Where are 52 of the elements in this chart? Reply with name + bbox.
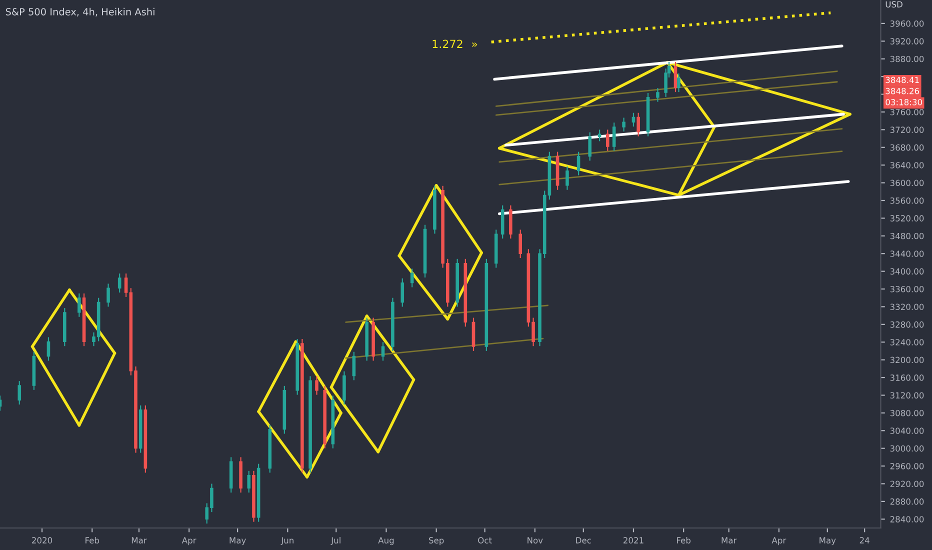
x-tick-label: Jun xyxy=(280,537,294,546)
y-tick-label: 3560.00 xyxy=(890,197,924,204)
x-tick-label: Feb xyxy=(677,537,691,544)
x-tick-label: Aug xyxy=(378,537,394,546)
x-tick-label: 2021 xyxy=(623,537,644,544)
y-tick-label: 3280.00 xyxy=(890,321,924,328)
y-tick-label: 2920.00 xyxy=(890,480,924,488)
y-tick-label: 3760.00 xyxy=(890,108,924,116)
y-tick-label: 3440.00 xyxy=(890,250,924,257)
y-tick-label: 3120.00 xyxy=(890,392,924,399)
y-tick-label: 3240.00 xyxy=(890,339,924,346)
x-tick-label: May xyxy=(230,537,246,546)
y-tick-label: 2840.00 xyxy=(890,516,924,522)
x-tick-label: Sep xyxy=(429,537,444,546)
y-tick-label: 3360.00 xyxy=(890,286,924,292)
y-tick-label: 3880.00 xyxy=(890,56,924,62)
text: 3848.41 xyxy=(886,76,919,84)
y-tick-label: 2960.00 xyxy=(890,463,924,470)
x-tick-label: 24 xyxy=(860,537,870,544)
x-tick-label: Apr xyxy=(182,537,196,546)
x-tick-label: Oct xyxy=(478,537,492,544)
y-tick-label: 3160.00 xyxy=(890,374,924,381)
text: 3848.26 xyxy=(886,88,920,94)
y-tick-label: 3080.00 xyxy=(890,410,924,416)
y-tick-label: 3320.00 xyxy=(890,304,924,310)
annotation: » xyxy=(472,42,478,48)
y-tick-label: 3680.00 xyxy=(890,144,924,151)
y-tick-label: 3000.00 xyxy=(890,445,924,452)
y-tick-label: 3200.00 xyxy=(890,356,924,364)
x-tick-label: Jul xyxy=(330,537,340,546)
y-tick-label: 3640.00 xyxy=(890,162,924,168)
y-tick-label: 3400.00 xyxy=(890,268,924,275)
x-tick-label: 2020 xyxy=(32,537,52,544)
y-tick-label: 2880.00 xyxy=(890,498,924,505)
x-tick-label: Dec xyxy=(576,537,591,544)
text: 03:18:30 xyxy=(886,99,922,106)
y-tick-label: 3040.00 xyxy=(890,428,924,434)
y-tick-label: 3520.00 xyxy=(890,215,924,222)
y-tick-label: 3600.00 xyxy=(890,180,924,186)
x-tick-label: Mar xyxy=(722,537,737,544)
x-tick-label: May xyxy=(820,537,836,546)
y-tick-label: 3920.00 xyxy=(890,38,924,44)
text: USD xyxy=(886,1,902,8)
y-tick-label: 3720.00 xyxy=(890,126,924,133)
x-tick-label: Mar xyxy=(132,537,147,544)
text: S&P 500 Index, 4h, Heikin Ashi xyxy=(6,8,154,16)
y-tick-label: 3960.00 xyxy=(890,20,924,27)
y-tick-label: 3480.00 xyxy=(890,232,924,240)
x-tick-label: Feb xyxy=(86,537,100,544)
x-tick-label: Apr xyxy=(772,537,786,546)
x-tick-label: Nov xyxy=(528,537,543,544)
annotation: 1.272 xyxy=(432,40,462,48)
